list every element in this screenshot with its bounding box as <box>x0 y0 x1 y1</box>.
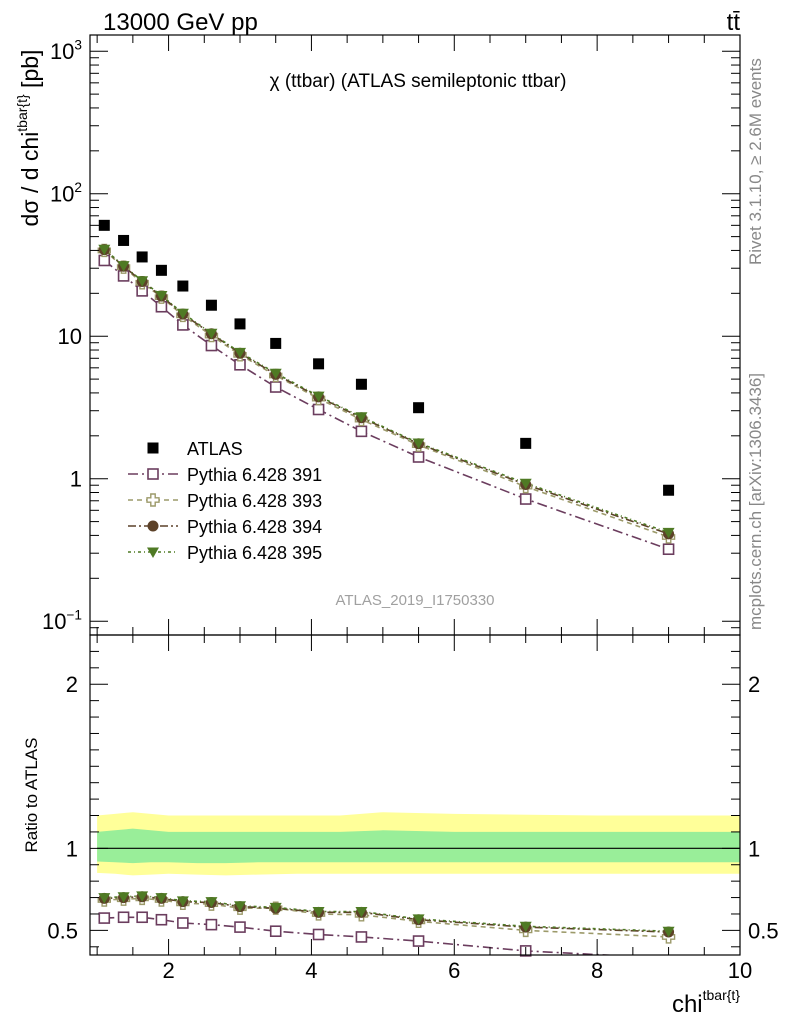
ratio-point-s0-3 <box>155 913 168 926</box>
main-point-s0-11 <box>520 437 532 449</box>
main-point-s0-9 <box>355 378 367 390</box>
ratio-point-s3-5 <box>205 897 218 908</box>
legend-marker-4 <box>147 547 159 558</box>
main-point-s1-8 <box>312 403 325 416</box>
mcplots-label: mcplots.cern.ch [arXiv:1306.3436] <box>746 373 765 630</box>
ratio-point-s3-11 <box>519 921 532 933</box>
ratio-point-s3-8 <box>312 907 325 918</box>
main-point-s4-1 <box>117 261 130 272</box>
main-point-s1-11 <box>519 493 532 505</box>
main-point-s0-8 <box>313 358 325 370</box>
main-ytick-label-2: 10 <box>58 324 82 349</box>
legend-label-2: Pythia 6.428 393 <box>187 491 322 511</box>
main-point-s1-9 <box>355 425 368 438</box>
main-ytick-label-4: 103 <box>50 37 82 64</box>
legend-label-0: ATLAS <box>187 439 243 459</box>
rivet-version-label: Rivet 3.1.10, ≥ 2.6M events <box>746 58 765 265</box>
main-y-axis-label: dσ / d chitbar{t} [pb] <box>14 50 43 227</box>
main-point-s0-7 <box>270 337 282 349</box>
xtick-label-4: 10 <box>728 958 752 983</box>
legend-marker-1 <box>147 468 159 480</box>
xtick-label-1: 4 <box>305 958 317 983</box>
main-point-s4-4 <box>176 308 189 320</box>
x-axis-label: chitbar{t} <box>672 987 740 1018</box>
ratio-point-s3-10 <box>412 914 425 925</box>
ratio-point-s0-5 <box>205 918 218 931</box>
main-ytick-label-0: 10−1 <box>42 607 82 634</box>
xtick-label-2: 6 <box>448 958 460 983</box>
ratio-ytick-label-0: 0.5 <box>47 918 78 943</box>
legend-marker-0 <box>147 442 159 454</box>
ratio-point-s3-4 <box>176 896 189 907</box>
ratio-point-s3-1 <box>117 892 130 903</box>
legend-label-3: Pythia 6.428 394 <box>187 517 322 537</box>
ratio-point-s0-2 <box>136 911 148 924</box>
ratio-point-s0-8 <box>312 928 325 941</box>
main-point-s4-7 <box>269 368 282 380</box>
main-ytick-label-1: 1 <box>70 467 82 492</box>
main-point-s4-10 <box>412 438 425 450</box>
main-point-s0-12 <box>663 484 675 496</box>
ratio-series-line-0 <box>104 916 621 955</box>
main-point-s1-10 <box>412 451 425 463</box>
main-point-s0-1 <box>118 234 130 246</box>
main-point-s4-2 <box>136 276 149 287</box>
main-point-s4-3 <box>155 291 168 302</box>
main-series-line-4 <box>103 248 669 534</box>
main-point-s4-8 <box>312 391 325 403</box>
energy-label: 13000 GeV pp <box>103 9 258 36</box>
ratio-point-s3-9 <box>355 907 368 918</box>
main-panel: 10−1 1 10 102 103 χ (ttbar) (ATLAS semilepto… <box>14 34 741 636</box>
ratio-point-s3-12 <box>662 926 675 938</box>
process-label: tt̄ <box>727 9 741 36</box>
xtick-label-3: 8 <box>591 958 603 983</box>
ratio-y-axis-label: Ratio to ATLAS <box>22 738 41 853</box>
ratio-point-s0-6 <box>234 921 246 933</box>
ratio-point-s0-1 <box>117 911 130 924</box>
ratio-point-s3-7 <box>269 902 282 914</box>
main-point-s0-3 <box>155 264 167 276</box>
main-point-s1-12 <box>662 543 675 556</box>
xtick-label-0: 2 <box>162 958 174 983</box>
ratio-point-s0-7 <box>269 925 282 938</box>
ratio-point-s0-9 <box>355 931 368 943</box>
main-point-s0-10 <box>413 402 425 414</box>
main-point-s0-4 <box>177 280 189 292</box>
ratio-point-s3-3 <box>155 893 168 904</box>
main-point-s0-6 <box>234 318 246 330</box>
main-point-s4-12 <box>662 527 675 539</box>
main-point-s1-7 <box>269 381 282 393</box>
main-point-s4-11 <box>519 478 532 490</box>
ratio-point-s0-4 <box>177 917 189 929</box>
main-point-s4-0 <box>98 244 111 256</box>
ratio-ytick-label-right-1: 1 <box>748 836 760 861</box>
ratio-ytick-label-2: 2 <box>66 672 78 697</box>
ratio-point-s0-10 <box>412 935 425 947</box>
ratio-inner-band <box>97 828 741 864</box>
ratio-ytick-label-right-2: 2 <box>748 672 760 697</box>
ratio-point-s3-0 <box>98 893 111 904</box>
ratio-ytick-label-right-0: 0.5 <box>748 918 779 943</box>
legend-marker-3 <box>147 520 159 532</box>
ratio-ytick-label-1: 1 <box>66 836 78 861</box>
ratio-point-s3-2 <box>136 891 149 902</box>
ratio-point-s0-0 <box>98 912 111 924</box>
main-title: χ (ttbar) (ATLAS semileptonic ttbar) <box>270 71 567 92</box>
main-point-s0-0 <box>98 219 110 231</box>
main-point-s0-5 <box>205 299 217 311</box>
main-point-s0-2 <box>136 251 148 263</box>
main-point-s4-6 <box>234 347 246 359</box>
main-point-s4-9 <box>355 412 368 423</box>
legend-marker-2 <box>146 493 160 507</box>
main-watermark: ATLAS_2019_I1750330 <box>335 592 494 609</box>
main-point-s4-5 <box>205 328 218 340</box>
ratio-frame <box>89 634 741 956</box>
legend-label-4: Pythia 6.428 395 <box>187 543 322 563</box>
ratio-panel: 0.5 0.5 1 1 2 2 2 4 6 8 10 Ratio to ATLAS chitbar{… <box>22 634 779 1018</box>
legend-label-1: Pythia 6.428 391 <box>187 465 322 485</box>
main-ytick-label-3: 102 <box>50 180 82 207</box>
ratio-point-s3-6 <box>234 901 246 912</box>
